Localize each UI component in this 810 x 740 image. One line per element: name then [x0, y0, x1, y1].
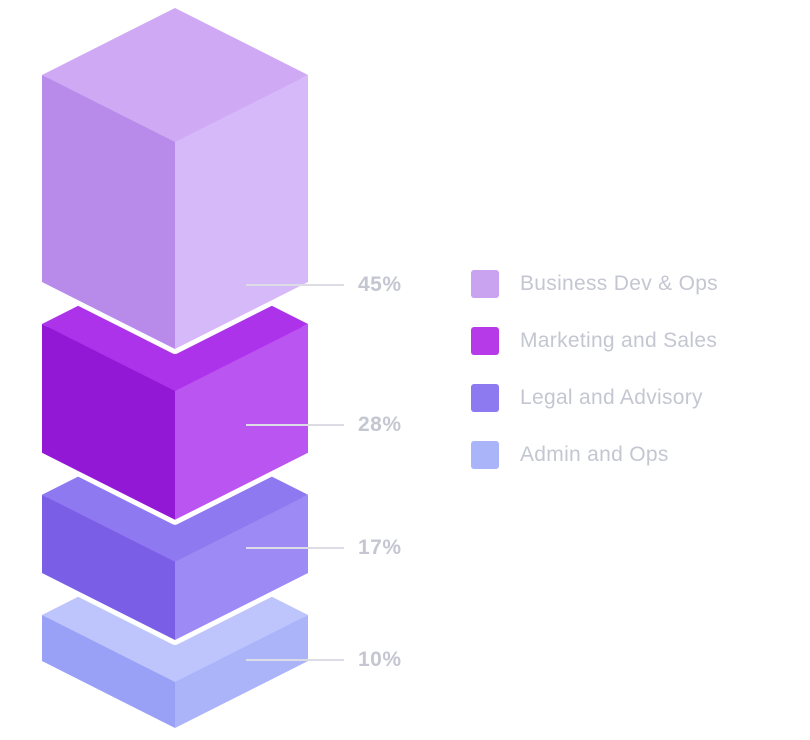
legend-item: Marketing and Sales	[471, 327, 718, 355]
legend-item: Business Dev & Ops	[471, 270, 718, 298]
box-left-face	[42, 324, 175, 520]
legend-label: Business Dev & Ops	[520, 272, 718, 295]
legend: Business Dev & Ops Marketing and Sales L…	[471, 270, 718, 469]
legend-label: Marketing and Sales	[520, 329, 718, 352]
legend-swatch	[471, 384, 499, 412]
legend-item: Legal and Advisory	[471, 384, 718, 412]
legend-swatch	[471, 441, 499, 469]
box-right-face	[175, 75, 308, 349]
percent-label: 17%	[358, 536, 402, 559]
legend-item: Admin and Ops	[471, 441, 718, 469]
legend-swatch	[471, 327, 499, 355]
legend-swatch	[471, 270, 499, 298]
box-left-face	[42, 494, 175, 640]
box-right-face	[175, 615, 308, 728]
percent-label: 45%	[358, 273, 402, 296]
legend-label: Admin and Ops	[520, 443, 669, 466]
box-left-face	[42, 75, 175, 349]
box-left-face	[42, 615, 175, 728]
legend-label: Legal and Advisory	[520, 386, 703, 409]
percent-label: 10%	[358, 648, 402, 671]
percent-label: 28%	[358, 413, 402, 436]
box-right-face	[175, 494, 308, 640]
box-right-face	[175, 324, 308, 520]
